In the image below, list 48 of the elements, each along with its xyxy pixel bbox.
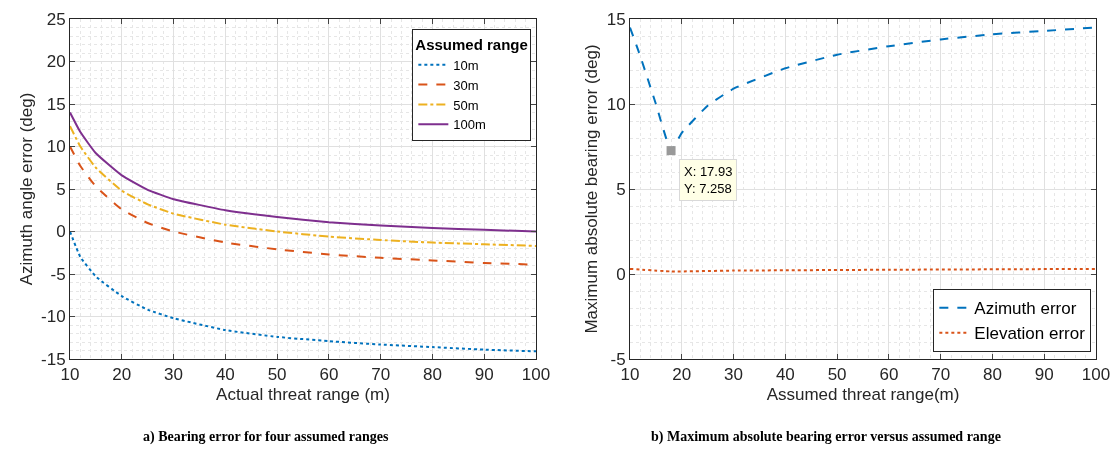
y-tick-label: 5 (616, 179, 626, 199)
x-axis-title: Actual threat range (m) (216, 384, 390, 404)
x-tick-label: 20 (112, 365, 132, 385)
legend-label: 10m (453, 57, 479, 73)
y-tick-label: -15 (41, 349, 66, 369)
text: a) Bearing error for four assumed ranges (143, 429, 390, 445)
legend-label: Elevation error (974, 324, 1086, 344)
y-tick-label: 0 (56, 222, 66, 242)
y-tick-label: 25 (46, 9, 66, 29)
legend-label: 30m (453, 77, 479, 93)
legend-title: Assumed range (415, 35, 528, 53)
x-tick-label: 30 (164, 365, 184, 385)
x-tick-label: 50 (827, 365, 847, 385)
y-tick-label: 10 (46, 137, 66, 157)
y-tick-label: 15 (46, 94, 66, 114)
y-tick-label: -5 (610, 349, 626, 369)
y-axis-title: Azimuth angle error (deg) (16, 92, 36, 286)
legend-label: 50m (453, 97, 479, 113)
x-tick-label: 100 (521, 365, 551, 385)
x-tick-label: 70 (931, 365, 951, 385)
y-tick-label: 15 (606, 9, 626, 29)
y-tick-label: -5 (50, 264, 66, 284)
annotation: X: 17.93 Y: 7.258 (684, 164, 733, 196)
x-tick-label: 60 (319, 365, 339, 385)
x-tick-label: 20 (672, 365, 692, 385)
y-tick-label: -10 (41, 307, 66, 327)
x-tick-label: 40 (215, 365, 235, 385)
x-tick-label: 60 (879, 365, 899, 385)
line-series (70, 111, 536, 233)
x-tick-label: 40 (775, 365, 795, 385)
line-series (70, 230, 536, 353)
x-tick-label: 90 (1034, 365, 1054, 385)
y-tick-label: 5 (56, 179, 66, 199)
legend-label: 100m (453, 117, 486, 133)
x-tick-label: 90 (474, 365, 494, 385)
x-tick-label: 100 (1081, 365, 1111, 385)
x-tick-label: 80 (982, 365, 1002, 385)
x-tick-label: 80 (422, 365, 442, 385)
y-tick-label: 10 (606, 94, 626, 114)
y-axis-title: Maximum absolute bearing error (deg) (582, 44, 602, 334)
x-tick-label: 70 (371, 365, 391, 385)
text: b) Maximum absolute bearing error versus assumed range (651, 429, 1001, 445)
x-tick-label: 30 (724, 365, 744, 385)
y-tick-label: 0 (616, 264, 626, 284)
x-axis-title: Assumed threat range(m) (766, 384, 960, 404)
legend-label: Azimuth error (974, 299, 1077, 319)
x-tick-label: 50 (267, 365, 287, 385)
y-tick-label: 20 (46, 52, 66, 72)
